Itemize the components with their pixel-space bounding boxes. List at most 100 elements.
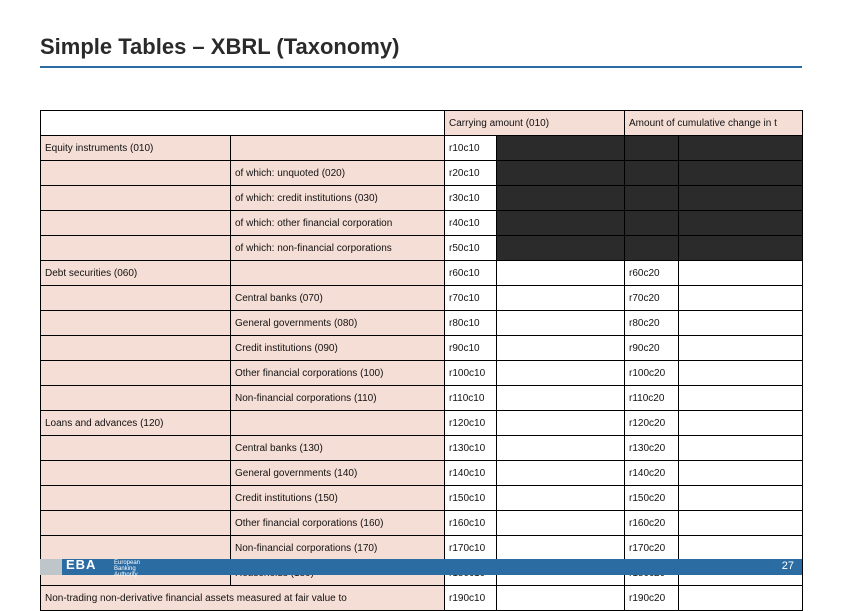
table-row: General governments (080)r80c10r80c20 (41, 311, 803, 336)
cell-value-c10 (497, 461, 625, 486)
table-row: Credit institutions (150)r150c10r150c20 (41, 486, 803, 511)
cell-code-c10: r120c10 (445, 411, 497, 436)
cell-value-c10 (497, 311, 625, 336)
row-sub-label (231, 411, 445, 436)
cell-value-c20 (679, 361, 803, 386)
table-row: Central banks (130)r130c10 r130c20 (41, 436, 803, 461)
row-sub-label (231, 261, 445, 286)
row-sub-label: Other financial corporations (100) (231, 361, 445, 386)
cell-code-c10: r10c10 (445, 136, 497, 161)
cell-code-c20: r130c20 (625, 436, 679, 461)
row-group-label (41, 336, 231, 361)
cell-value-c20 (679, 411, 803, 436)
cell-code-c10: r30c10 (445, 186, 497, 211)
cell-blocked (625, 136, 679, 161)
cell-blocked (625, 211, 679, 236)
cell-value-c10 (497, 386, 625, 411)
row-sub-label: of which: credit institutions (030) (231, 186, 445, 211)
cell-blocked (497, 136, 625, 161)
table-header-row: Carrying amount (010) Amount of cumulati… (41, 111, 803, 136)
cell-code-c20: r60c20 (625, 261, 679, 286)
cell-blocked (625, 161, 679, 186)
cell-code-c10: r170c10 (445, 536, 497, 561)
cell-code-c10: r50c10 (445, 236, 497, 261)
table-row: Loans and advances (120)r120c10r120c20 (41, 411, 803, 436)
cell-code-c10: r20c10 (445, 161, 497, 186)
cell-value-c20 (679, 261, 803, 286)
cell-blocked (679, 236, 803, 261)
row-group-label (41, 286, 231, 311)
row-group-label (41, 361, 231, 386)
cell-blocked (625, 186, 679, 211)
row-sub-label: Central banks (130) (231, 436, 445, 461)
table-row: Other financial corporations (160)r160c1… (41, 511, 803, 536)
title-underline (40, 66, 802, 68)
cell-value-c10 (497, 536, 625, 561)
cell-code-c20: r150c20 (625, 486, 679, 511)
cell-code-c10: r70c10 (445, 286, 497, 311)
cell-value-c10 (497, 261, 625, 286)
footer-bar: EBA EuropeanBankingAuthority 27 (40, 559, 802, 575)
row-sub-label: Central banks (070) (231, 286, 445, 311)
cell-code-c20: r100c20 (625, 361, 679, 386)
cell-value-c10 (497, 286, 625, 311)
header-col-020: Amount of cumulative change in t (625, 111, 803, 136)
eba-logo-text: EBA (66, 557, 96, 572)
cell-blocked (679, 136, 803, 161)
row-sub-label: of which: non-financial corporations (231, 236, 445, 261)
cell-code-c20: r170c20 (625, 536, 679, 561)
cell-value-c20 (679, 461, 803, 486)
cell-value-c20 (679, 286, 803, 311)
eba-logo-subtitle: EuropeanBankingAuthority (114, 560, 140, 578)
row-sub-label (231, 136, 445, 161)
cell-value-c20 (679, 436, 803, 461)
footer-stub (40, 559, 62, 575)
cell-code-c10: r80c10 (445, 311, 497, 336)
table-row: Other financial corporations (100)r100c1… (41, 361, 803, 386)
cell-code-c20: r140c20 (625, 461, 679, 486)
table-row: Non-financial corporations (110)r110c10r… (41, 386, 803, 411)
table-row: General governments (140)r140c10r140c20 (41, 461, 803, 486)
cell-value-c10 (497, 336, 625, 361)
row-group-label: Equity instruments (010) (41, 136, 231, 161)
page-number: 27 (782, 560, 794, 572)
cell-value-c10 (497, 361, 625, 386)
row-sub-label: General governments (140) (231, 461, 445, 486)
table-row: Non-trading non-derivative financial ass… (41, 586, 803, 611)
cell-blocked (497, 186, 625, 211)
cell-blocked (679, 211, 803, 236)
table-row: Debt securities (060)r60c10r60c20 (41, 261, 803, 286)
cell-value-c20 (679, 586, 803, 611)
cell-code-c10: r60c10 (445, 261, 497, 286)
row-group-label (41, 436, 231, 461)
cell-value-c20 (679, 536, 803, 561)
row-sub-label: Non-financial corporations (110) (231, 386, 445, 411)
cell-value-c20 (679, 336, 803, 361)
cell-code-c10: r40c10 (445, 211, 497, 236)
cell-blocked (497, 211, 625, 236)
cell-code-c20: r190c20 (625, 586, 679, 611)
cell-code-c10: r90c10 (445, 336, 497, 361)
cell-code-c10: r130c10 (445, 436, 497, 461)
cell-code-c10: r150c10 (445, 486, 497, 511)
cell-value-c20 (679, 486, 803, 511)
row-group-label (41, 161, 231, 186)
cell-code-c20: r110c20 (625, 386, 679, 411)
row-sub-label: General governments (080) (231, 311, 445, 336)
cell-code-c10: r100c10 (445, 361, 497, 386)
row-group-label (41, 186, 231, 211)
row-sub-label: Non-financial corporations (170) (231, 536, 445, 561)
row-group-label (41, 311, 231, 336)
cell-blocked (625, 236, 679, 261)
table-row: of which: other financial corporationr40… (41, 211, 803, 236)
row-group-label (41, 236, 231, 261)
row-group-label (41, 211, 231, 236)
table-row: of which: unquoted (020)r20c10 (41, 161, 803, 186)
cell-code-c10: r190c10 (445, 586, 497, 611)
table-row: Credit institutions (090)r90c10r90c20 (41, 336, 803, 361)
cell-code-c20: r90c20 (625, 336, 679, 361)
cell-blocked (497, 236, 625, 261)
cell-code-c20: r70c20 (625, 286, 679, 311)
table-row: of which: credit institutions (030)r30c1… (41, 186, 803, 211)
row-sub-label: Other financial corporations (160) (231, 511, 445, 536)
